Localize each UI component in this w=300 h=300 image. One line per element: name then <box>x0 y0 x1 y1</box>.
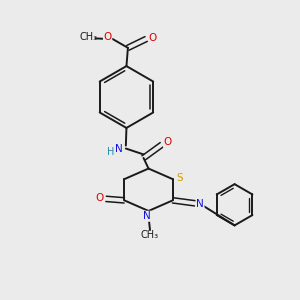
Text: O: O <box>148 32 157 43</box>
Text: O: O <box>103 32 112 42</box>
Text: O: O <box>164 137 172 147</box>
Text: H: H <box>107 147 114 157</box>
Text: N: N <box>143 211 151 221</box>
Text: CH₃: CH₃ <box>141 230 159 240</box>
Text: S: S <box>176 173 182 183</box>
Text: N: N <box>115 143 122 154</box>
Text: O: O <box>95 193 104 203</box>
Text: CH₃: CH₃ <box>80 32 98 42</box>
Text: N: N <box>196 199 204 209</box>
